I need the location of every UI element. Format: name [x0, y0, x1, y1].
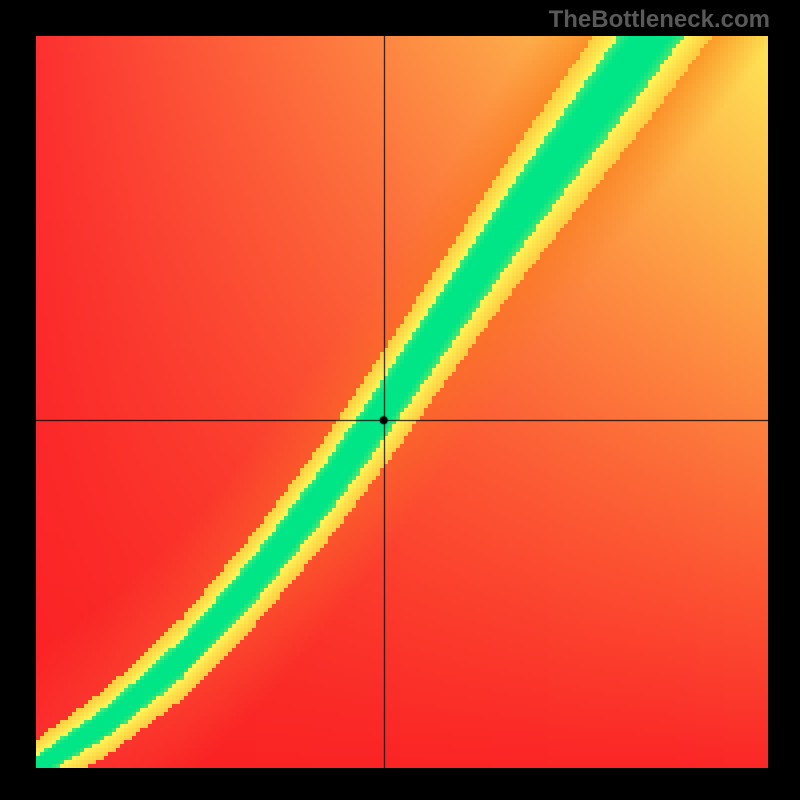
chart-container: TheBottleneck.com	[0, 0, 800, 800]
heatmap-canvas	[36, 36, 768, 768]
watermark-text: TheBottleneck.com	[549, 6, 770, 34]
